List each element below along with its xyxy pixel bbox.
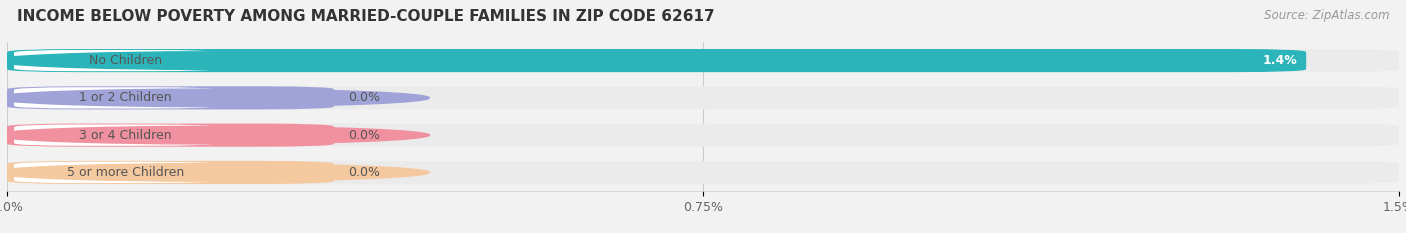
Text: 5 or more Children: 5 or more Children [67, 166, 184, 179]
FancyBboxPatch shape [14, 124, 217, 146]
FancyBboxPatch shape [7, 161, 1399, 184]
Text: 1.4%: 1.4% [1263, 54, 1296, 67]
FancyBboxPatch shape [7, 86, 335, 110]
Circle shape [0, 89, 429, 107]
Circle shape [0, 164, 429, 181]
FancyBboxPatch shape [7, 123, 1399, 147]
Text: 0.0%: 0.0% [349, 129, 380, 142]
FancyBboxPatch shape [14, 87, 217, 109]
FancyBboxPatch shape [7, 86, 1399, 110]
FancyBboxPatch shape [7, 49, 1306, 72]
FancyBboxPatch shape [7, 49, 1399, 72]
Text: 3 or 4 Children: 3 or 4 Children [79, 129, 172, 142]
Text: 0.0%: 0.0% [349, 91, 380, 104]
FancyBboxPatch shape [14, 50, 217, 71]
FancyBboxPatch shape [7, 161, 335, 184]
Circle shape [0, 52, 429, 69]
Text: No Children: No Children [89, 54, 162, 67]
FancyBboxPatch shape [14, 162, 217, 183]
Text: 1 or 2 Children: 1 or 2 Children [79, 91, 172, 104]
Circle shape [0, 126, 429, 144]
Text: 0.0%: 0.0% [349, 166, 380, 179]
FancyBboxPatch shape [7, 123, 335, 147]
Text: INCOME BELOW POVERTY AMONG MARRIED-COUPLE FAMILIES IN ZIP CODE 62617: INCOME BELOW POVERTY AMONG MARRIED-COUPL… [17, 9, 714, 24]
Text: Source: ZipAtlas.com: Source: ZipAtlas.com [1264, 9, 1389, 22]
